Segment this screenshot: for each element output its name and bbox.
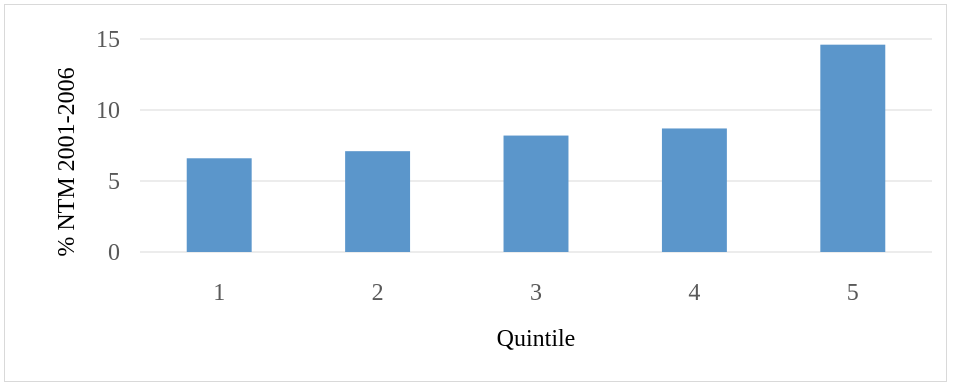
x-tick-label: 2 — [372, 280, 384, 306]
x-tick-label: 5 — [847, 280, 859, 306]
y-tick-label: 0 — [108, 240, 120, 266]
bar-1 — [186, 158, 252, 252]
y-tick-labels: 0 5 10 15 — [96, 27, 120, 266]
bar-5 — [820, 44, 886, 253]
y-axis-title: % NTM 2001-2006 — [54, 67, 80, 256]
y-tick-label: 10 — [96, 98, 120, 124]
y-tick-label: 5 — [108, 169, 120, 195]
x-tick-label: 4 — [688, 280, 700, 306]
x-tick-label: 1 — [213, 280, 225, 306]
x-tick-label: 3 — [530, 280, 542, 306]
y-tick-label: 15 — [96, 27, 120, 53]
bar-2 — [345, 151, 411, 252]
chart-frame — [4, 4, 947, 382]
bar-4 — [661, 128, 727, 252]
bar-3 — [503, 135, 569, 252]
x-axis-title: Quintile — [497, 326, 576, 352]
bars — [186, 44, 886, 253]
x-tick-labels: 1 2 3 4 5 — [213, 280, 859, 306]
